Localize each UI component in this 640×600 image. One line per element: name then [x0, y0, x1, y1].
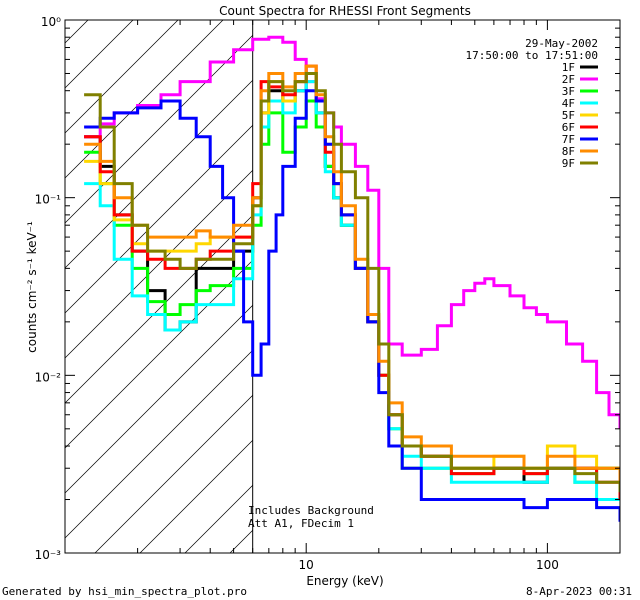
y-tick-labels: 10⁻³ 10⁻² 10⁻¹ 10⁰ — [35, 15, 62, 562]
legend-label: 2F — [562, 73, 575, 86]
hatch-line — [65, 79, 253, 269]
hatch-line — [65, 304, 253, 494]
annotation-background: Includes Background — [248, 504, 374, 517]
series-line-1f — [84, 72, 620, 500]
plot-frame — [64, 19, 621, 554]
hatch-line — [94, 394, 253, 553]
series-line-3f — [84, 99, 620, 500]
footer-date: 8-Apr-2023 00:31 — [526, 585, 632, 598]
time-range-label: 17:50:00 to 17:51:00 — [466, 49, 598, 62]
legend-label: 1F — [562, 61, 575, 74]
y-tick-label: 10⁰ — [41, 15, 61, 29]
annotation-attenuator: Att A1, FDecim 1 — [248, 517, 354, 530]
legend-label: 8F — [562, 145, 575, 158]
footer-generated-by: Generated by hsi_min_spectra_plot.pro — [2, 585, 247, 598]
hatch-line — [65, 259, 253, 449]
date-label: 29-May-2002 — [525, 37, 598, 50]
series-line-7f — [84, 89, 620, 522]
legend-label: 9F — [562, 157, 575, 170]
hatch-line — [65, 20, 179, 134]
y-axis-label: counts cm⁻² s⁻¹ keV⁻¹ — [25, 221, 39, 353]
series-line-9f — [84, 72, 620, 493]
legend-label: 7F — [562, 133, 575, 146]
hatch-line — [65, 349, 253, 539]
y-tick-label: 10⁻¹ — [35, 193, 62, 207]
y-tick-label: 10⁻³ — [35, 548, 62, 562]
hatch-line — [139, 439, 253, 553]
x-axis-label: Energy (keV) — [306, 574, 383, 588]
chart-title: Count Spectra for RHESSI Front Segments — [219, 4, 471, 18]
hatch-line — [65, 169, 253, 359]
series-layer — [84, 35, 620, 522]
series-line-6f — [84, 64, 620, 500]
y-tick-label: 10⁻² — [35, 370, 62, 384]
hatch-line — [65, 20, 134, 89]
series-line-5f — [84, 72, 620, 483]
series-line-2f — [84, 35, 620, 429]
series-line-8f — [84, 64, 620, 483]
x-tick-label: 10 — [299, 558, 314, 572]
hatch-line — [65, 20, 224, 179]
x-tick-label: 100 — [536, 558, 559, 572]
legend-label: 6F — [562, 121, 575, 134]
legend-label: 5F — [562, 109, 575, 122]
hatch-line — [65, 214, 253, 404]
hatch-line — [65, 124, 253, 314]
legend-label: 4F — [562, 97, 575, 110]
hatch-line — [635, 20, 640, 553]
x-tick-labels: 10 100 — [299, 558, 559, 572]
axis-ticks — [64, 19, 621, 554]
legend-label: 3F — [562, 85, 575, 98]
hatch-line — [65, 20, 89, 44]
